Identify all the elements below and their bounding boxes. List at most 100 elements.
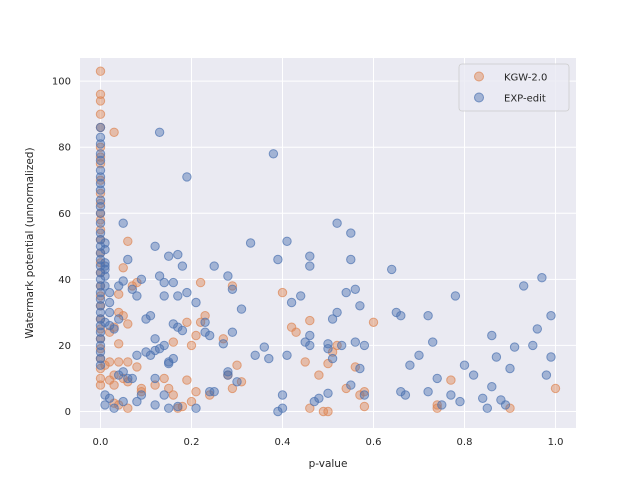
data-point [227, 383, 238, 394]
data-point [468, 370, 479, 380]
y-tick-label: 40 [58, 275, 71, 286]
data-point [446, 390, 456, 400]
legend: KGW-2.0 EXP-edit [458, 63, 570, 112]
data-point [368, 317, 379, 327]
data-point [332, 218, 342, 228]
data-point [150, 373, 160, 384]
data-point [182, 287, 192, 298]
data-point [537, 273, 547, 283]
data-point [305, 261, 315, 271]
data-point [200, 311, 210, 321]
data-point [277, 390, 288, 400]
data-point [332, 307, 342, 318]
data-point [400, 390, 411, 400]
data-point [145, 311, 156, 321]
data-point [95, 347, 106, 357]
data-point [114, 314, 124, 324]
data-point [300, 357, 310, 367]
data-point [123, 357, 133, 367]
x-tick-label: 0.6 [366, 437, 382, 448]
data-point [95, 188, 106, 199]
data-point [123, 236, 133, 247]
data-point [104, 297, 115, 308]
data-point [191, 387, 201, 397]
data-point [95, 334, 106, 344]
data-point [173, 291, 183, 301]
data-point [100, 261, 110, 271]
data-point [223, 367, 233, 377]
data-point [491, 352, 502, 362]
plot-area-background [80, 58, 576, 428]
data-point [459, 360, 470, 370]
data-point [95, 208, 106, 219]
data-point [104, 287, 115, 298]
data-point [282, 236, 292, 247]
data-point [95, 195, 106, 205]
data-point [359, 387, 370, 397]
data-point [245, 238, 256, 248]
y-tick-label: 20 [58, 341, 71, 352]
data-point [314, 393, 324, 403]
data-point [150, 334, 160, 344]
data-point [95, 307, 106, 318]
data-point [177, 325, 188, 336]
data-point [277, 403, 288, 413]
data-point [95, 159, 106, 169]
data-point [159, 390, 169, 400]
data-point [118, 276, 128, 286]
data-point [450, 291, 461, 301]
data-point [268, 149, 279, 159]
data-point [314, 370, 324, 380]
data-point [100, 244, 110, 255]
y-tick-label: 60 [58, 209, 71, 220]
data-point [423, 387, 433, 397]
data-point [323, 339, 333, 349]
data-point [109, 324, 119, 334]
data-point [127, 284, 138, 294]
data-point [227, 284, 238, 294]
data-point [350, 337, 360, 347]
x-tick-label: 0.2 [184, 437, 200, 448]
data-point [532, 324, 542, 334]
legend-box [458, 63, 570, 112]
data-point [164, 383, 174, 394]
data-point [95, 373, 106, 384]
data-point [323, 406, 333, 417]
data-point [95, 66, 106, 76]
data-point [95, 132, 106, 143]
data-point [327, 353, 338, 364]
data-point [136, 387, 147, 397]
data-point [277, 287, 288, 298]
y-axis-label: Watermark potential (unnormalized) [24, 147, 36, 338]
data-point [95, 324, 106, 334]
data-point [95, 344, 106, 354]
data-point [95, 172, 106, 182]
legend-marker-exp [474, 92, 484, 103]
data-point [264, 353, 274, 364]
data-point [95, 198, 106, 209]
data-point [127, 373, 138, 384]
data-point [95, 225, 106, 235]
data-point [259, 342, 269, 352]
data-point [168, 277, 179, 288]
data-point [95, 291, 106, 301]
data-point [519, 281, 529, 291]
data-point [95, 178, 106, 189]
data-point [95, 139, 106, 149]
data-point [305, 340, 315, 351]
data-point [114, 339, 124, 349]
data-point [546, 352, 556, 362]
data-point [118, 218, 128, 228]
data-point [95, 360, 106, 370]
data-point [168, 337, 179, 347]
data-point [136, 274, 147, 284]
data-point [100, 400, 110, 410]
data-point [109, 403, 119, 413]
data-point [95, 109, 106, 119]
data-point [168, 353, 179, 364]
data-point [159, 277, 169, 288]
data-point [95, 287, 106, 298]
data-point [95, 353, 106, 364]
data-point [209, 387, 219, 397]
